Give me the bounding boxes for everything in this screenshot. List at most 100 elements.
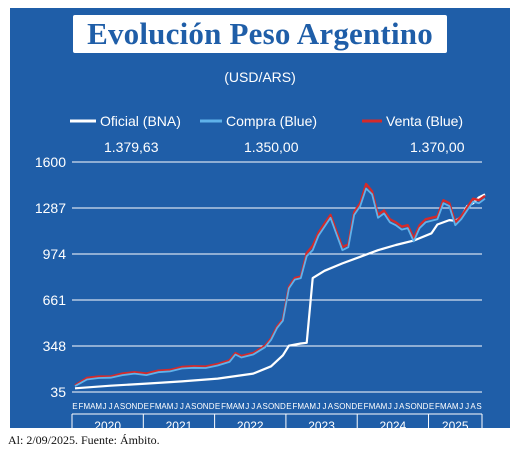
month-label: J — [180, 402, 184, 411]
month-label: J — [394, 402, 398, 411]
year-label: 2024 — [380, 419, 407, 428]
month-label: M — [369, 402, 376, 411]
month-label: E — [429, 402, 434, 411]
month-label: N — [203, 402, 209, 411]
month-label: N — [132, 402, 138, 411]
month-label: M — [155, 402, 162, 411]
y-tick-label: 1600 — [35, 154, 66, 170]
y-tick-label: 35 — [50, 384, 66, 400]
month-label: N — [274, 402, 280, 411]
month-label: F — [221, 402, 226, 411]
series-line-venta — [74, 182, 486, 387]
month-label: S — [191, 402, 196, 411]
y-tick-label: 974 — [43, 246, 67, 262]
month-label: J — [459, 402, 463, 411]
month-label: F — [78, 402, 83, 411]
month-label: F — [292, 402, 297, 411]
month-label: F — [364, 402, 369, 411]
month-label: S — [262, 402, 267, 411]
y-tick-label: 1287 — [35, 200, 66, 216]
last-value-venta: 1.370,00 — [410, 139, 465, 155]
month-label: D — [351, 402, 357, 411]
month-label: A — [328, 402, 334, 411]
last-value-compra: 1.350,00 — [244, 139, 299, 155]
year-label: 2021 — [166, 419, 193, 428]
month-label: M — [297, 402, 304, 411]
month-label: E — [144, 402, 149, 411]
month-label: A — [399, 402, 405, 411]
title-band: Evolución Peso Argentino — [10, 8, 510, 60]
month-label: S — [334, 402, 339, 411]
legend-label-venta: Venta (Blue) — [386, 113, 463, 129]
plot-series — [74, 182, 486, 390]
y-tick-label: 348 — [43, 338, 67, 354]
month-label: A — [90, 402, 96, 411]
line-chart: (USD/ARS) Oficial (BNA) 1.379,63 Compra … — [35, 69, 486, 428]
month-label: M — [84, 402, 91, 411]
month-label: J — [323, 402, 327, 411]
month-label: F — [150, 402, 155, 411]
month-label: M — [167, 402, 174, 411]
month-label: M — [226, 402, 233, 411]
month-label: S — [120, 402, 125, 411]
month-label: N — [417, 402, 423, 411]
month-label: A — [375, 402, 381, 411]
month-label: O — [339, 402, 345, 411]
month-label: E — [72, 402, 77, 411]
month-label: A — [185, 402, 191, 411]
series-line-compra — [74, 187, 486, 387]
month-label: M — [95, 402, 102, 411]
y-tick-label: 661 — [43, 292, 67, 308]
month-label: E — [215, 402, 220, 411]
year-label: 2025 — [442, 419, 469, 428]
footnote: Al: 2/09/2025. Fuente: Ámbito. — [8, 433, 160, 447]
chart-subtitle: (USD/ARS) — [224, 69, 296, 85]
month-label: A — [114, 402, 120, 411]
month-label: F — [435, 402, 440, 411]
month-label: M — [440, 402, 447, 411]
month-label: M — [309, 402, 316, 411]
month-label: D — [137, 402, 143, 411]
month-label: J — [465, 402, 469, 411]
month-label: M — [238, 402, 245, 411]
month-label: D — [209, 402, 215, 411]
month-strip — [72, 393, 482, 415]
month-label: J — [109, 402, 113, 411]
month-label: S — [476, 402, 481, 411]
month-label: N — [345, 402, 351, 411]
chart-frame: Evolución Peso Argentino (USD/ARS) Ofici… — [10, 8, 510, 428]
month-label: J — [388, 402, 392, 411]
month-label: A — [161, 402, 167, 411]
month-label: A — [233, 402, 239, 411]
month-label: S — [405, 402, 410, 411]
chart-title: Evolución Peso Argentino — [87, 16, 433, 51]
month-label: O — [411, 402, 417, 411]
gridlines — [72, 161, 482, 393]
month-label: D — [280, 402, 286, 411]
title-box: Evolución Peso Argentino — [73, 15, 447, 53]
y-axis: 35 348 661 974 1287 1600 — [35, 154, 66, 400]
legend-label-oficial: Oficial (BNA) — [100, 113, 181, 129]
month-label: M — [452, 402, 459, 411]
month-label: A — [447, 402, 453, 411]
year-label: 2020 — [94, 419, 121, 428]
last-value-oficial: 1.379,63 — [104, 139, 159, 155]
legend: Oficial (BNA) 1.379,63 Compra (Blue) 1.3… — [70, 113, 465, 155]
month-label: A — [470, 402, 476, 411]
month-label: O — [268, 402, 274, 411]
legend-label-compra: Compra (Blue) — [226, 113, 317, 129]
month-label: M — [381, 402, 388, 411]
year-label: 2023 — [308, 419, 335, 428]
month-label: A — [304, 402, 310, 411]
month-label: J — [103, 402, 107, 411]
month-label: E — [358, 402, 363, 411]
month-label: J — [317, 402, 321, 411]
month-label: A — [257, 402, 263, 411]
year-label: 2022 — [237, 419, 264, 428]
month-label: J — [174, 402, 178, 411]
month-label: O — [125, 402, 131, 411]
month-label: E — [286, 402, 291, 411]
month-label: J — [245, 402, 249, 411]
month-label: J — [251, 402, 255, 411]
